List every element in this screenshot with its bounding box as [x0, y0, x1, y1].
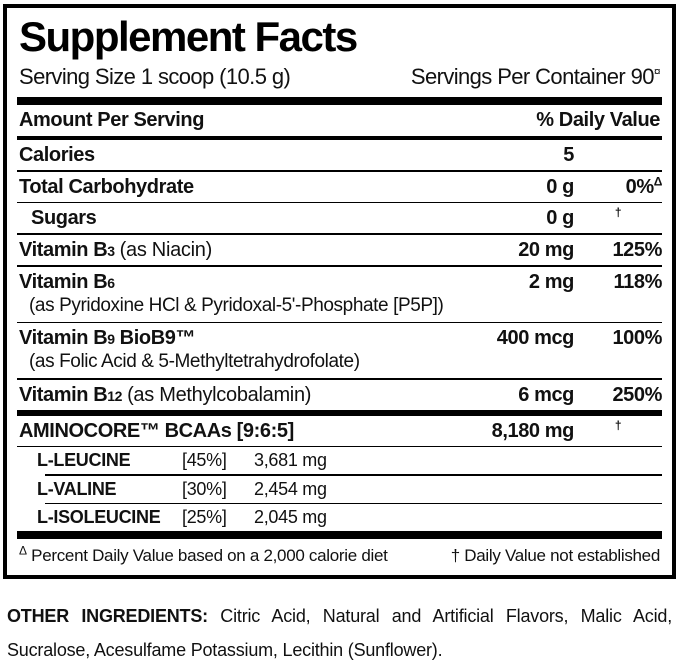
blend-name: AMINOCORE™ BCAAs [9:6:5]	[19, 419, 294, 442]
nutrient-name: Vitamin B	[19, 239, 108, 262]
row-vitamin-b6: Vitamin B6 2 mg 118%	[17, 267, 662, 297]
nutrient-amount: 0 g	[546, 175, 574, 198]
vitamin-number: 6	[107, 274, 115, 291]
other-ingredients-label: OTHER INGREDIENTS:	[7, 606, 208, 627]
nutrient-name: Total Carbohydrate	[19, 175, 194, 198]
row-total-carbohydrate: Total Carbohydrate 0 g 0%Δ	[17, 172, 662, 202]
supplement-facts-panel: Supplement Facts Serving Size 1 scoop (1…	[3, 4, 676, 580]
daily-value-header: % Daily Value	[536, 109, 660, 132]
row-l-valine: L-VALINE [30%] 2,454 mg	[17, 476, 662, 503]
row-l-isoleucine: L-ISOLEUCINE [25%] 2,045 mg	[17, 504, 662, 531]
row-aminocore-bcaas: AMINOCORE™ BCAAs [9:6:5] 8,180 mg †	[17, 416, 662, 446]
row-sugars: Sugars 0 g †	[17, 203, 662, 233]
nutrient-amount: 5	[563, 144, 574, 167]
row-divider	[17, 321, 662, 324]
row-divider	[45, 474, 662, 476]
thick-divider-top	[17, 97, 662, 106]
nutrient-source: (as Niacin)	[119, 239, 213, 262]
row-divider	[17, 201, 662, 204]
nutrient-source: (as Methylcobalamin)	[127, 383, 312, 406]
thick-divider-aminocore	[17, 409, 662, 416]
amino-amount: 2,454 mg	[254, 478, 327, 499]
vitamin-number: 12	[107, 387, 123, 404]
nutrient-name: Vitamin B	[19, 327, 108, 350]
footnote-not-established: † Daily Value not established	[450, 546, 661, 566]
servings-per-container: Servings Per Container 90¤	[410, 64, 661, 90]
delta-footnote-mark: Δ	[19, 543, 27, 558]
row-divider	[17, 378, 662, 380]
row-vitamin-b12: Vitamin B12 (as Methylcobalamin) 6 mcg 25…	[17, 380, 662, 410]
nutrient-amount: 2 mg	[528, 270, 574, 293]
amino-name: L-VALINE	[37, 478, 117, 499]
nutrient-dv: 0%Δ	[625, 174, 663, 198]
amino-percent: [30%]	[182, 478, 227, 499]
row-calories: Calories 5	[17, 140, 662, 170]
nutrient-amount: 0 g	[546, 207, 574, 230]
nutrient-name: Calories	[19, 144, 95, 167]
amount-per-serving-header: Amount Per Serving	[19, 109, 205, 132]
row-divider	[17, 233, 662, 236]
nutrient-dv: 100%	[612, 327, 662, 350]
nutrient-name: Sugars	[31, 207, 97, 230]
amino-amount: 3,681 mg	[254, 450, 327, 471]
vitamin-number: 3	[107, 243, 115, 260]
serving-size: Serving Size 1 scoop (10.5 g)	[19, 64, 291, 90]
footnote-daily-value: Δ Percent Daily Value based on a 2,000 c…	[19, 543, 388, 566]
row-vitamin-b9: Vitamin B9 BioB9™ 400 mcg 100%	[17, 323, 662, 353]
nutrient-amount: 400 mcg	[496, 327, 575, 350]
column-header-row: Amount Per Serving % Daily Value	[17, 105, 662, 136]
dagger-footnote-mark: †	[614, 205, 622, 220]
amino-name: L-LEUCINE	[37, 450, 131, 471]
trademark-name: BioB9™	[119, 327, 196, 350]
footnote-row: Δ Percent Daily Value based on a 2,000 c…	[17, 539, 662, 575]
nutrient-dv: 118%	[613, 270, 663, 293]
nutrient-dv: 250%	[612, 383, 662, 406]
header-divider	[17, 136, 662, 141]
amino-name: L-ISOLEUCINE	[37, 507, 161, 528]
nutrient-name: Vitamin B	[19, 383, 108, 406]
row-divider	[17, 170, 662, 172]
thick-divider-bottom	[17, 531, 662, 540]
amino-percent: [45%]	[182, 450, 227, 471]
nutrient-amount: 8,180 mg	[491, 419, 575, 442]
row-divider	[17, 265, 662, 267]
nutrient-dv: †	[574, 418, 662, 443]
row-vitamin-b3: Vitamin B3 (as Niacin) 20 mg 125%	[17, 235, 662, 265]
nutrient-name: Vitamin B	[19, 270, 108, 293]
nutrient-amount: 20 mg	[518, 239, 574, 262]
serving-info-row: Serving Size 1 scoop (10.5 g) Servings P…	[17, 62, 662, 97]
nutrient-source-line: (as Folic Acid & 5-Methyltetrahydrofolat…	[29, 351, 360, 373]
vitamin-number: 9	[107, 331, 115, 348]
nutrient-dv: 125%	[612, 239, 662, 262]
row-divider	[17, 445, 662, 448]
nutrient-amount: 6 mcg	[518, 383, 574, 406]
nutrient-dv: †	[574, 207, 662, 230]
amino-percent: [25%]	[182, 507, 227, 528]
nutrient-source-line: (as Pyridoxine HCl & Pyridoxal-5'-Phosph…	[29, 294, 444, 316]
dagger-footnote-mark: †	[450, 546, 460, 566]
dagger-footnote-mark: †	[614, 418, 622, 433]
row-l-leucine: L-LEUCINE [45%] 3,681 mg	[17, 447, 662, 474]
delta-footnote-mark: Δ	[653, 174, 663, 189]
amino-amount: 2,045 mg	[254, 507, 327, 528]
panel-title: Supplement Facts	[19, 13, 358, 60]
container-footnote-mark: ¤	[653, 64, 661, 79]
row-divider	[45, 502, 662, 505]
other-ingredients: OTHER INGREDIENTS: Citric Acid, Natural …	[7, 599, 672, 667]
